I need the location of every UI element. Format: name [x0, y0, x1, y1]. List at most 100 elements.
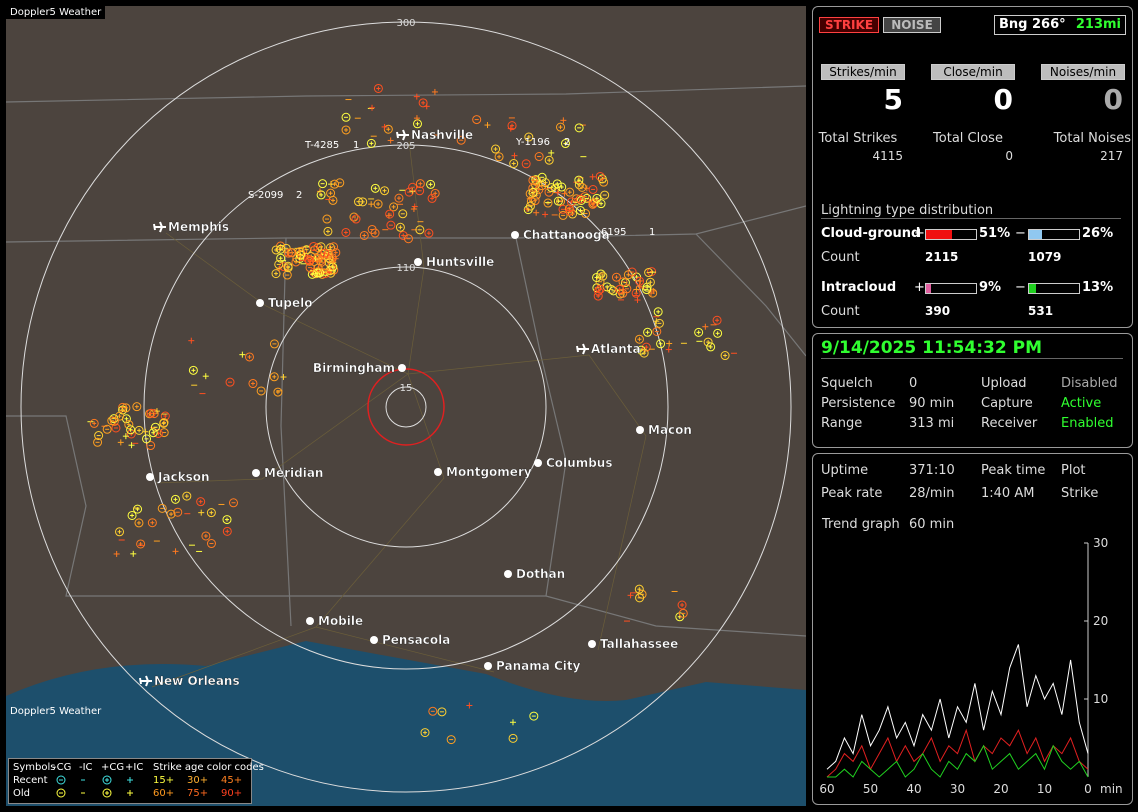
setting-value: 0 [909, 376, 918, 391]
strike-symbol [380, 186, 390, 196]
strike-symbol [228, 498, 238, 508]
strike-symbol [415, 225, 425, 235]
storm-id: T-4285 [304, 140, 339, 151]
storm-count: 2 [564, 137, 570, 148]
strike-symbol [560, 139, 570, 149]
strike-symbol [309, 241, 319, 251]
strike-symbol [576, 195, 586, 205]
total-label: Total Noises [1053, 131, 1131, 146]
strike-symbol [142, 434, 152, 444]
strike-symbol [322, 214, 332, 224]
strike-symbol [643, 327, 653, 337]
strike-symbol [424, 228, 434, 238]
strike-symbol [430, 188, 440, 198]
legend-type: +CG [101, 762, 125, 773]
strike-symbol [494, 152, 504, 162]
strike-symbol [373, 199, 383, 209]
storm-id: 6195 [601, 227, 626, 238]
strike-symbol [531, 190, 541, 200]
strike-symbol [415, 179, 425, 189]
strike-symbol [618, 277, 628, 287]
strike-symbol [126, 425, 136, 435]
strike-symbol [150, 422, 160, 432]
strike-symbol [366, 138, 376, 148]
sign: + [914, 226, 925, 241]
city-dot [306, 617, 314, 625]
airport-icon [396, 129, 409, 141]
strike-symbol [403, 234, 413, 244]
strike-symbol [427, 193, 437, 203]
storm-id: Y-1196 [515, 137, 550, 148]
strike-symbol [307, 269, 317, 279]
strike-symbol [398, 209, 408, 219]
strike-symbol [595, 284, 605, 294]
strike-symbol [598, 271, 608, 281]
city-label: Atlanta [591, 342, 641, 356]
city-label: Jackson [157, 470, 210, 484]
stat-label: Trend graph [822, 517, 900, 532]
pct-bar [1028, 283, 1080, 294]
legend-label: Strike age color codes [153, 762, 264, 773]
stat: 28/min [909, 486, 955, 501]
rate-value: 5 [883, 83, 903, 116]
pct-value: 26% [1082, 226, 1114, 241]
strike-symbol [389, 202, 399, 212]
close-ring [367, 368, 445, 446]
strike-symbol [418, 98, 428, 108]
strike-symbol [574, 175, 584, 185]
strike-symbol [323, 226, 333, 236]
strike-symbol [611, 272, 621, 282]
sign: + [914, 280, 925, 295]
strike-symbol [413, 119, 423, 129]
ring-label: 300 [396, 18, 415, 29]
strike-symbol [509, 159, 519, 169]
strike-symbol [529, 711, 539, 721]
pct-bar [1028, 229, 1080, 240]
city-dot [511, 231, 519, 239]
strike-symbol [703, 337, 713, 347]
strike-symbol [148, 428, 158, 438]
city-dot [434, 468, 442, 476]
strike-symbol [276, 253, 286, 263]
strike-symbol [437, 707, 447, 717]
strike-symbol [170, 494, 180, 504]
strike-symbol [694, 327, 704, 337]
map-title: Doppler5 Weather [6, 6, 106, 19]
bearing-box: Bng 266° 213mi [994, 15, 1126, 35]
strike-symbol [94, 431, 104, 441]
noise-button[interactable]: NOISE [883, 17, 941, 33]
strike-symbol [639, 348, 649, 358]
strike-symbol [600, 190, 610, 200]
pct-fill [1029, 230, 1042, 239]
strike-symbol [395, 222, 405, 232]
strike-symbol [295, 247, 305, 257]
age-code: 60+ [153, 788, 175, 799]
city-dot [414, 258, 422, 266]
strike-symbol [147, 518, 157, 528]
strike-symbol [146, 441, 156, 451]
city-label: New Orleans [154, 674, 240, 688]
strike-button[interactable]: STRIKE [819, 17, 879, 33]
state-lines [6, 85, 806, 637]
strike-symbol [370, 228, 380, 238]
strike-symbol [420, 728, 430, 738]
strike-symbol [373, 83, 383, 93]
city-label: Macon [648, 423, 692, 437]
strike-symbol [313, 268, 323, 278]
city-dot [252, 469, 260, 477]
strike-symbol [351, 214, 361, 224]
city-label: Tupelo [268, 296, 313, 310]
strike-symbol [188, 365, 198, 375]
strike-symbol [93, 437, 103, 447]
strike-symbol [574, 123, 584, 133]
strike-symbol [146, 408, 156, 418]
setting-value: 90 min [909, 396, 955, 411]
strike-symbol [556, 122, 566, 132]
rate-label: Noises/min [1041, 64, 1125, 80]
city-dot [370, 636, 378, 644]
strike-symbol [115, 411, 125, 421]
setting-label: Range [821, 416, 863, 431]
strike-symbol [256, 386, 266, 396]
strike-symbol [592, 272, 602, 282]
strike-symbol [166, 509, 176, 519]
